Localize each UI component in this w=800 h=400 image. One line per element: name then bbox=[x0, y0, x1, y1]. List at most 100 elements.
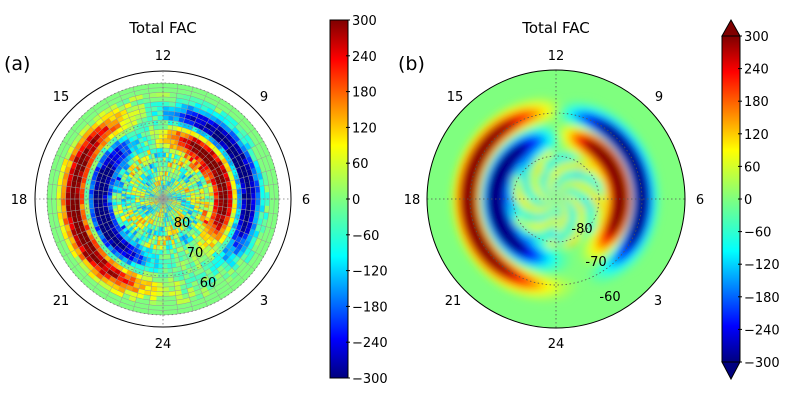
panel-a-cell-1815 bbox=[243, 240, 251, 248]
panel-a-cell-699 bbox=[155, 230, 159, 236]
panel-a-cell-318 bbox=[149, 185, 154, 190]
panel-b-cell-75 bbox=[553, 196, 556, 199]
panel-b-cell-702 bbox=[548, 182, 551, 186]
panel-a-cell-385 bbox=[176, 182, 181, 187]
panel-a-cell-1833 bbox=[232, 134, 241, 143]
panel-a-cell-1460 bbox=[236, 188, 242, 195]
panel-b-cell-1915 bbox=[575, 157, 580, 163]
panel-b-cell-679 bbox=[566, 186, 570, 190]
panel-a-cell-1925 bbox=[227, 122, 236, 131]
panel-b-cell-788 bbox=[573, 200, 577, 202]
panel-a-cell-756 bbox=[131, 169, 137, 175]
panel-a-label: (a) bbox=[4, 53, 30, 75]
panel-a-cell-560 bbox=[182, 176, 188, 181]
panel-b-cell-465 bbox=[544, 195, 548, 197]
panel-a-cell-459 bbox=[183, 207, 189, 212]
panel-a-cell-382 bbox=[178, 186, 184, 190]
panel-a-cell-1850 bbox=[137, 103, 145, 110]
panel-b-cell-423 bbox=[561, 189, 565, 193]
panel-a-cell-1755 bbox=[138, 107, 146, 114]
panel-a-cell-1566 bbox=[163, 115, 169, 121]
panel-a-cell-1081 bbox=[217, 206, 223, 211]
panel-b-cell-455 bbox=[546, 190, 550, 194]
panel-a-cell-1116 bbox=[129, 146, 136, 153]
panel-a-cell-469 bbox=[184, 188, 190, 192]
panel-a-cell-978 bbox=[201, 230, 208, 236]
panel-b-cell-1083 bbox=[542, 175, 546, 180]
panel-a-cell-1303 bbox=[132, 134, 139, 141]
panel-a-cell-1818 bbox=[250, 223, 258, 231]
panel-a-cell-925 bbox=[143, 150, 149, 157]
panel-a-cell-1009 bbox=[172, 144, 178, 150]
panel-a-cell-906 bbox=[197, 165, 204, 171]
panel-a-cell-2003 bbox=[219, 110, 228, 119]
panel-a-cell-1044 bbox=[114, 224, 121, 230]
panel-a-cell-495 bbox=[139, 182, 145, 187]
panel-a-cell-530 bbox=[170, 225, 174, 231]
panel-a-cell-880 bbox=[183, 239, 189, 245]
panel-a-cell-1704 bbox=[151, 281, 158, 287]
panel-a-cell-980 bbox=[205, 224, 212, 230]
panel-a-cell-321 bbox=[146, 188, 152, 193]
panel-a-cell-963 bbox=[146, 242, 151, 249]
panel-a-cell-555 bbox=[187, 184, 194, 189]
panel-a-cell-1752 bbox=[156, 106, 163, 112]
panel-a-cell-1941 bbox=[106, 110, 115, 118]
panel-a-cell-860 bbox=[122, 219, 129, 225]
panel-a-cell-456 bbox=[180, 213, 186, 218]
panel-a-cell-1025 bbox=[118, 162, 125, 168]
panel-a-cell-1043 bbox=[113, 221, 119, 227]
panel-a-cell-894 bbox=[208, 205, 214, 209]
panel-a-cell-554 bbox=[188, 186, 194, 191]
panel-a-cell-1642 bbox=[232, 150, 240, 158]
panel-a-cell-1570 bbox=[131, 119, 138, 127]
panel-a-cell-912 bbox=[183, 153, 189, 159]
panel-a-cell-1483 bbox=[152, 120, 159, 126]
panel-b-cell-438 bbox=[556, 186, 558, 191]
panel-a-grid-spoke bbox=[118, 198, 164, 307]
panel-a-cell-841 bbox=[130, 164, 136, 170]
panel-a-cell-1128 bbox=[103, 183, 110, 189]
panel-b-cell-564 bbox=[559, 184, 562, 189]
panel-a-cell-1136 bbox=[104, 213, 111, 219]
panel-b-cell-530 bbox=[566, 203, 570, 206]
panel-a-cell-888 bbox=[201, 222, 208, 228]
panel-a-title: Total FAC bbox=[128, 19, 197, 37]
panel-b-cell-402 bbox=[564, 200, 568, 202]
panel-b-cell-444 bbox=[551, 187, 554, 191]
panel-b-cell-149 bbox=[558, 199, 563, 201]
panel-a-cell-851 bbox=[117, 189, 123, 194]
panel-a-cell-248 bbox=[150, 202, 155, 206]
panel-a-cell-1820 bbox=[254, 211, 260, 219]
panel-a-cell-1026 bbox=[116, 165, 123, 171]
panel-a-cell-1100 bbox=[187, 144, 194, 151]
panel-a-cell-336 bbox=[146, 205, 151, 209]
panel-a-cell-908 bbox=[193, 160, 200, 167]
panel-a-grid-spoke bbox=[162, 198, 256, 270]
panel-a-cell-1934 bbox=[175, 97, 183, 104]
panel-b-cell-50 bbox=[556, 196, 559, 199]
panel-b-cell-427 bbox=[560, 188, 563, 192]
panel-b-cell-1231 bbox=[526, 201, 531, 204]
panel-a-cell-314 bbox=[152, 182, 157, 188]
panel-a-cell-1229 bbox=[99, 210, 105, 216]
panel-b-cell-1106 bbox=[529, 201, 534, 203]
panel-b-cell-1577 bbox=[529, 170, 534, 175]
panel-b-cell-918 bbox=[574, 190, 579, 193]
panel-b-cell-76 bbox=[553, 196, 556, 199]
panel-a-cell-1012 bbox=[163, 143, 167, 149]
panel-b-cell-27 bbox=[556, 199, 560, 200]
panel-a-cell-191 bbox=[169, 204, 175, 209]
panel-a-cell-361 bbox=[172, 214, 176, 220]
panel-a-cell-1523 bbox=[168, 277, 174, 283]
panel-a-cell-1635 bbox=[245, 187, 251, 194]
panel-b-cell-715 bbox=[540, 189, 545, 192]
panel-b-cell-361 bbox=[550, 203, 554, 207]
panel-b-cell-704 bbox=[547, 182, 550, 187]
panel-b-cell-464 bbox=[544, 194, 548, 197]
panel-a-cell-536 bbox=[179, 219, 185, 225]
panel-a-cell-250 bbox=[150, 203, 156, 207]
panel-b-cell-396 bbox=[563, 202, 568, 205]
panel-b-cell-146 bbox=[558, 200, 562, 202]
panel-b-cell-452 bbox=[547, 189, 551, 193]
